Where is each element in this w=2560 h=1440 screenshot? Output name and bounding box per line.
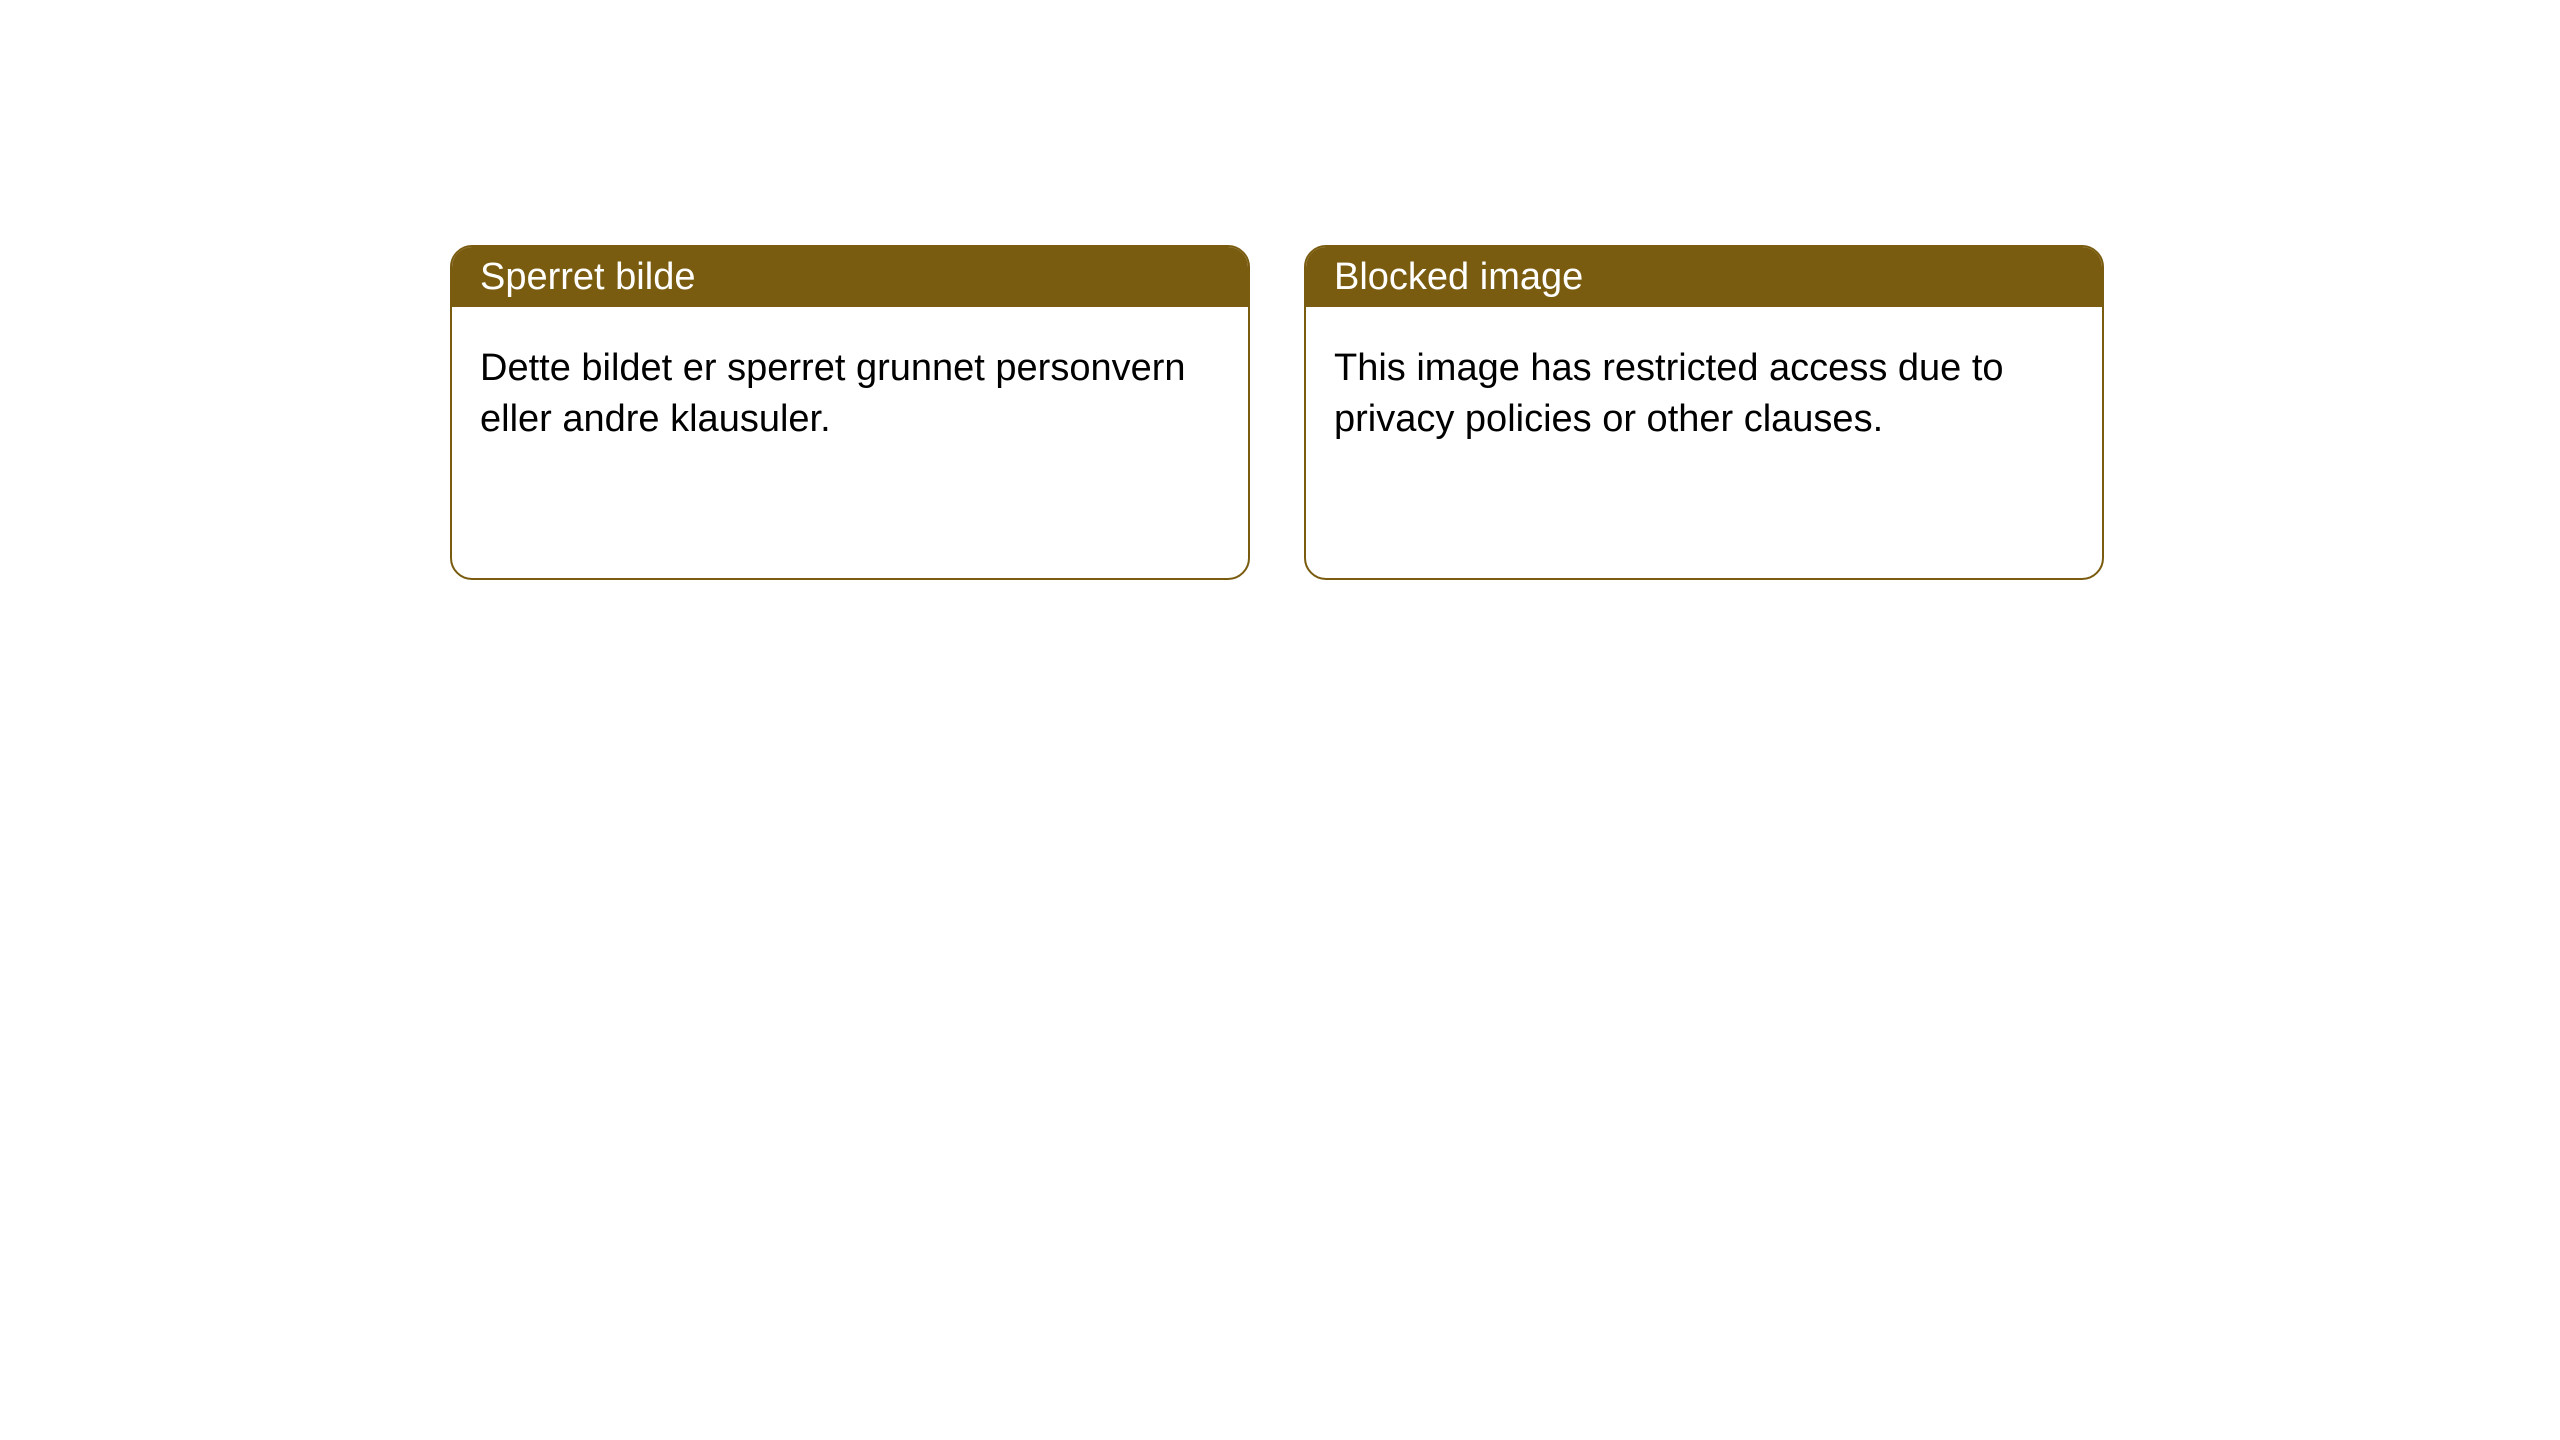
card-header: Blocked image <box>1306 247 2102 307</box>
card-body: Dette bildet er sperret grunnet personve… <box>452 307 1248 482</box>
card-body-text: This image has restricted access due to … <box>1334 347 2004 440</box>
card-title: Sperret bilde <box>480 256 695 299</box>
card-body-text: Dette bildet er sperret grunnet personve… <box>480 347 1186 440</box>
card-title: Blocked image <box>1334 256 1583 299</box>
cards-container: Sperret bilde Dette bildet er sperret gr… <box>0 0 2560 580</box>
card-body: This image has restricted access due to … <box>1306 307 2102 482</box>
card-header: Sperret bilde <box>452 247 1248 307</box>
blocked-image-card-english: Blocked image This image has restricted … <box>1304 245 2104 580</box>
blocked-image-card-norwegian: Sperret bilde Dette bildet er sperret gr… <box>450 245 1250 580</box>
